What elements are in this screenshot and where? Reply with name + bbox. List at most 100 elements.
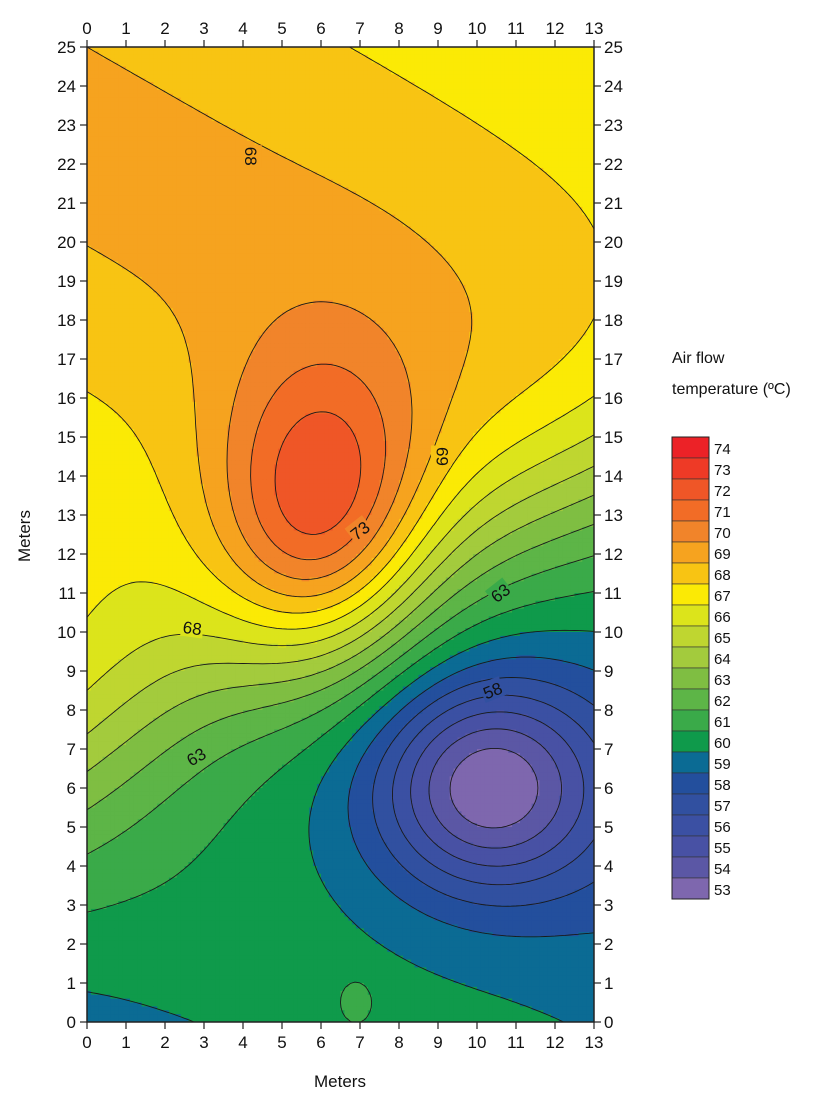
heatmap-cell (391, 86, 396, 91)
heatmap-cell (380, 148, 385, 153)
heatmap-cell (536, 109, 541, 114)
heatmap-cell (578, 51, 583, 56)
heatmap-cell (438, 82, 443, 87)
heatmap-cell (372, 106, 377, 111)
heatmap-cell (263, 82, 268, 87)
heatmap-cell (407, 125, 412, 130)
heatmap-cell (387, 113, 392, 118)
heatmap-cell (298, 113, 303, 118)
heatmap-cell (578, 102, 583, 107)
heatmap-cell (528, 109, 533, 114)
heatmap-cell (149, 55, 154, 60)
heatmap-cell (126, 121, 131, 126)
heatmap-cell (305, 86, 310, 91)
heatmap-cell (290, 74, 295, 79)
heatmap-cell (356, 86, 361, 91)
heatmap-cell (461, 51, 466, 56)
heatmap-cell (559, 55, 564, 60)
heatmap-cell (380, 94, 385, 99)
heatmap-cell (368, 148, 373, 153)
heatmap-cell (192, 125, 197, 130)
heatmap-cell (434, 148, 439, 153)
heatmap-cell (161, 121, 166, 126)
heatmap-cell (107, 148, 112, 153)
heatmap-cell (512, 156, 517, 161)
heatmap-cell (192, 137, 197, 142)
heatmap-cell (305, 113, 310, 118)
heatmap-cell (157, 152, 162, 157)
heatmap-cell (118, 74, 123, 79)
heatmap-cell (220, 102, 225, 107)
heatmap-cell (146, 148, 151, 153)
heatmap-cell (446, 141, 451, 146)
heatmap-cell (477, 109, 482, 114)
heatmap-cell (255, 74, 260, 79)
heatmap-cell (465, 90, 470, 95)
heatmap-cell (321, 148, 326, 153)
heatmap-cell (481, 168, 486, 173)
heatmap-cell (461, 94, 466, 99)
heatmap-cell (181, 94, 186, 99)
heatmap-cell (582, 164, 587, 169)
heatmap-cell (422, 102, 427, 107)
heatmap-cell (489, 148, 494, 153)
heatmap-cell (146, 86, 151, 91)
heatmap-cell (497, 152, 502, 157)
heatmap-cell (536, 90, 541, 95)
heatmap-cell (212, 121, 217, 126)
heatmap-cell (317, 86, 322, 91)
heatmap-cell (446, 55, 451, 60)
heatmap-cell (294, 117, 299, 122)
heatmap-cell (91, 117, 96, 122)
heatmap-cell (161, 148, 166, 153)
heatmap-cell (551, 86, 556, 91)
heatmap-cell (461, 145, 466, 150)
heatmap-cell (95, 164, 100, 169)
heatmap-cell (114, 121, 119, 126)
heatmap-cell (278, 129, 283, 134)
heatmap-cell (266, 74, 271, 79)
heatmap-cell (578, 55, 583, 60)
heatmap-cell (368, 168, 373, 173)
heatmap-cell (571, 145, 576, 150)
heatmap-cell (575, 121, 580, 126)
heatmap-cell (309, 74, 314, 79)
heatmap-cell (426, 55, 431, 60)
heatmap-cell (325, 106, 330, 111)
heatmap-cell (344, 109, 349, 114)
heatmap-cell (122, 63, 127, 68)
heatmap-cell (329, 90, 334, 95)
heatmap-cell (165, 129, 170, 134)
heatmap-cell (161, 160, 166, 165)
heatmap-cell (415, 63, 420, 68)
heatmap-cell (208, 152, 213, 157)
heatmap-cell (321, 168, 326, 173)
heatmap-cell (356, 125, 361, 130)
heatmap-cell (504, 160, 509, 165)
heatmap-cell (149, 168, 154, 173)
heatmap-cell (434, 156, 439, 161)
heatmap-cell (286, 59, 291, 64)
heatmap-cell (430, 141, 435, 146)
heatmap-cell (224, 172, 229, 177)
heatmap-cell (493, 160, 498, 165)
heatmap-cell (142, 86, 147, 91)
heatmap-cell (411, 113, 416, 118)
heatmap-cell (446, 86, 451, 91)
heatmap-cell (442, 55, 447, 60)
heatmap-cell (516, 59, 521, 64)
heatmap-cell (200, 82, 205, 87)
heatmap-cell (415, 74, 420, 79)
heatmap-cell (497, 117, 502, 122)
heatmap-cell (130, 160, 135, 165)
heatmap-cell (376, 78, 381, 83)
heatmap-cell (99, 86, 104, 91)
heatmap-cell (481, 70, 486, 75)
heatmap-cell (243, 94, 248, 99)
heatmap-cell (325, 55, 330, 60)
heatmap-cell (270, 125, 275, 130)
heatmap-cell (313, 152, 318, 157)
heatmap-cell (383, 59, 388, 64)
heatmap-cell (430, 51, 435, 56)
heatmap-cell (309, 137, 314, 142)
